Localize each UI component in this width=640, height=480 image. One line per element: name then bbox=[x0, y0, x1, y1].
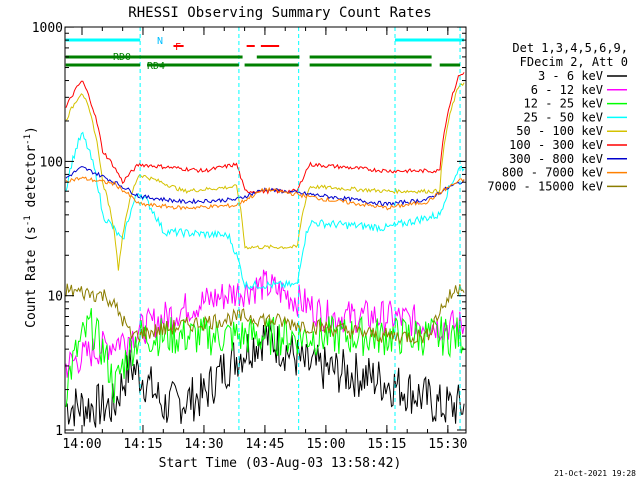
y-tick-label: 100 bbox=[40, 155, 63, 170]
y-tick-label: 1000 bbox=[32, 21, 63, 36]
legend-entry-label: 3 - 6 keV bbox=[538, 69, 603, 83]
legend-entry-label: 12 - 25 keV bbox=[524, 97, 603, 111]
x-axis: 14:00 14:15 14:30 14:45 15:00 15:15 15:30 bbox=[62, 27, 467, 452]
legend-entry-label: 7000 - 15000 keV bbox=[487, 179, 603, 193]
series-curve-300-800 bbox=[65, 166, 465, 207]
night-label: N bbox=[157, 36, 163, 47]
timestamp: 21-Oct-2021 19:28 bbox=[554, 469, 636, 478]
series-curve-25-50 bbox=[65, 131, 465, 290]
series-curve-7000-15000 bbox=[65, 283, 465, 346]
legend-entry-label: 6 - 12 keV bbox=[531, 83, 603, 97]
series-curve-800-7000 bbox=[65, 176, 465, 211]
x-axis-label: Start Time (03-Aug-03 13:58:42) bbox=[159, 456, 402, 471]
series-curve-6-12 bbox=[65, 269, 465, 378]
legend-entry-label: 300 - 800 keV bbox=[509, 152, 603, 166]
x-tick-label: 15:00 bbox=[306, 437, 345, 452]
y-axis-label-mid: detector bbox=[24, 145, 39, 216]
legend: Det 1,3,4,5,6,9, FDecim 2, Att 0 3 - 6 k… bbox=[487, 41, 628, 193]
plot-frame bbox=[64, 26, 467, 434]
chart-title: RHESSI Observing Summary Count Rates bbox=[128, 5, 431, 21]
y-axis-label-end: ) bbox=[24, 126, 39, 134]
y-axis-label-sup2: -1 bbox=[23, 134, 33, 145]
legend-entry-label: 100 - 300 keV bbox=[509, 138, 603, 152]
series-layer bbox=[65, 27, 465, 433]
legend-entry-label: 25 - 50 keV bbox=[524, 110, 603, 124]
series-curve-12-25 bbox=[65, 308, 465, 408]
bars-layer bbox=[65, 38, 465, 67]
legend-header-2: FDecim 2, Att 0 bbox=[520, 55, 628, 69]
series-curve-50-100 bbox=[65, 82, 465, 271]
series-curve-3-6 bbox=[65, 318, 465, 428]
x-tick-label: 15:30 bbox=[428, 437, 467, 452]
y-axis: 1 10 100 1000 bbox=[32, 21, 466, 439]
x-tick-label: 14:30 bbox=[184, 437, 223, 452]
x-tick-label: 14:00 bbox=[62, 437, 101, 452]
y-tick-label: 10 bbox=[47, 290, 63, 305]
legend-header-1: Det 1,3,4,5,6,9, bbox=[512, 41, 628, 55]
y-tick-label: 1 bbox=[55, 424, 63, 439]
y-axis-label: Count Rate (s-1 detector-1) bbox=[23, 126, 39, 328]
x-tick-label: 14:45 bbox=[245, 437, 284, 452]
flare-label: F bbox=[175, 42, 181, 53]
rd4-label: RD4 bbox=[147, 61, 165, 72]
legend-entry-label: 800 - 7000 keV bbox=[502, 166, 603, 180]
y-axis-label-sup1: -1 bbox=[23, 215, 33, 226]
rd0-label: RD0 bbox=[113, 52, 131, 63]
y-axis-label-main: Count Rate (s bbox=[24, 226, 39, 328]
x-tick-label: 14:15 bbox=[123, 437, 162, 452]
series-curve-100-300 bbox=[65, 72, 465, 195]
x-tick-label: 15:15 bbox=[367, 437, 406, 452]
legend-entry-label: 50 - 100 keV bbox=[516, 124, 603, 138]
